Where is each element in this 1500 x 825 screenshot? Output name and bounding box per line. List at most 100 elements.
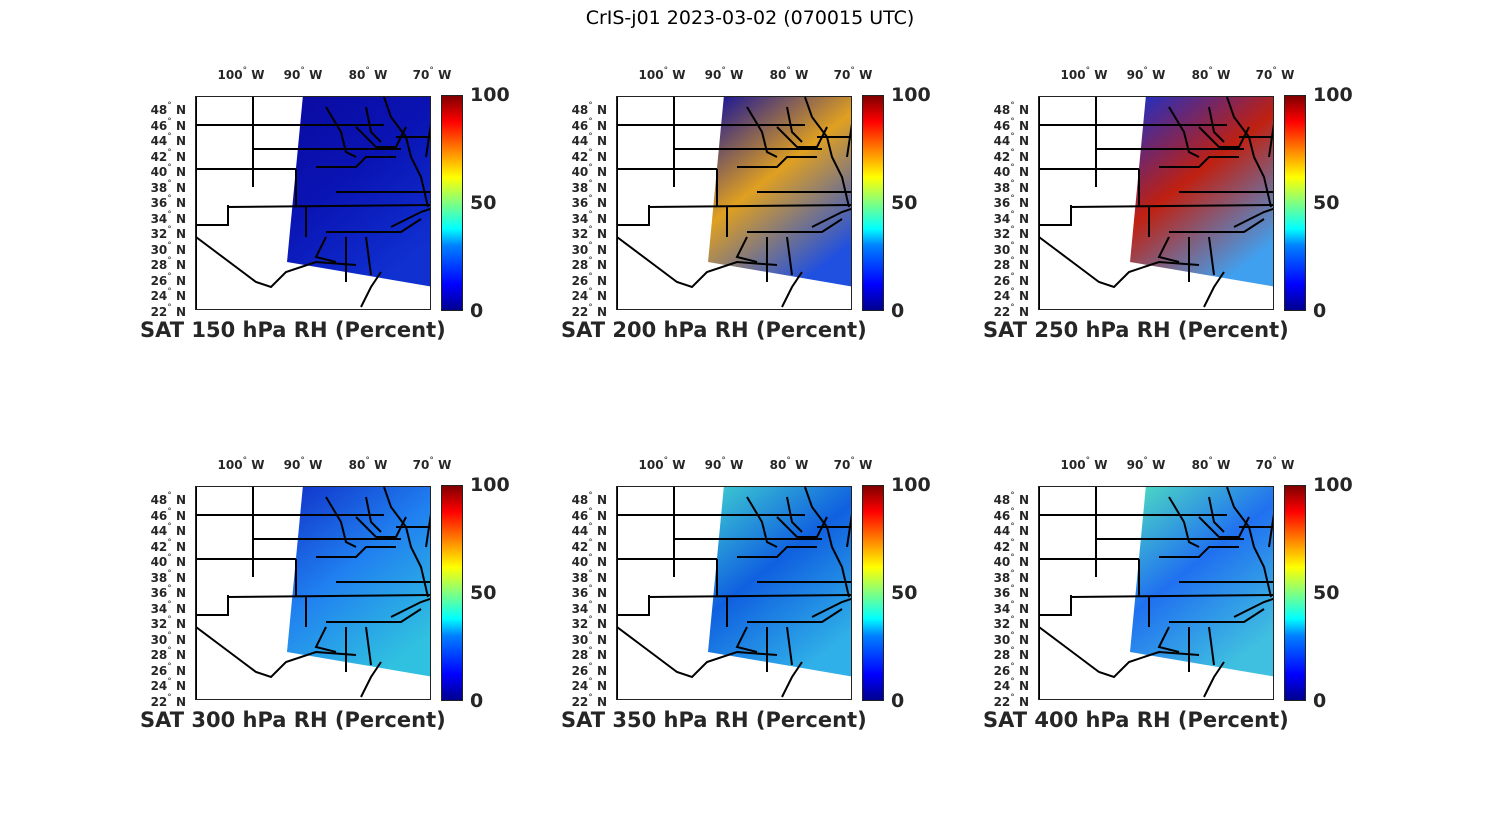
lat-suffix: N (596, 508, 607, 523)
lat-value: 38 (571, 180, 589, 195)
lat-tick-label: 32° N (140, 224, 186, 240)
lat-tick-label: 34° N (983, 599, 1029, 615)
lon-tick-label: 80° W (349, 456, 388, 472)
degree-symbol: ° (1010, 116, 1015, 127)
lat-value: 44 (150, 134, 168, 149)
lon-suffix: W (438, 458, 452, 472)
degree-symbol: ° (167, 599, 172, 610)
state-boundary (776, 516, 828, 538)
lat-tick-label: 34° N (140, 599, 186, 615)
state-boundary (747, 218, 843, 233)
degree-symbol: ° (167, 568, 172, 579)
degree-symbol: ° (1085, 66, 1091, 76)
state-boundary (781, 661, 803, 698)
map-panel: 100° W 90° W 80° W 70° W 48° N 46° N 44° N 42° … (140, 60, 540, 360)
state-boundary (1070, 594, 1273, 598)
lat-suffix: N (596, 648, 607, 663)
lat-value: 28 (571, 648, 589, 663)
lat-suffix: N (1018, 103, 1029, 117)
degree-symbol: ° (1010, 256, 1015, 267)
lat-value: 22 (993, 695, 1011, 709)
lat-suffix: N (175, 227, 186, 242)
lat-suffix: N (1018, 118, 1029, 133)
state-boundary (1268, 123, 1273, 158)
lat-suffix: N (596, 180, 607, 195)
lat-tick-label: 38° N (561, 178, 607, 194)
degree-symbol: ° (588, 615, 593, 626)
degree-symbol: ° (1010, 240, 1015, 251)
lat-suffix: N (1018, 196, 1029, 211)
degree-symbol: ° (167, 630, 172, 641)
state-boundary (811, 207, 851, 228)
degree-symbol: ° (1272, 456, 1277, 466)
lat-tick-label: 38° N (983, 568, 1029, 584)
lat-tick-label: 34° N (983, 209, 1029, 225)
lat-suffix: N (175, 134, 186, 149)
state-boundary (196, 236, 357, 289)
lon-tick-label: 100° W (218, 456, 265, 472)
lat-suffix: N (1018, 289, 1029, 304)
degree-symbol: ° (588, 271, 593, 282)
lat-value: 28 (993, 258, 1011, 273)
lat-suffix: N (596, 149, 607, 164)
state-boundary (325, 496, 357, 548)
lat-tick-label: 42° N (140, 147, 186, 163)
lat-tick-label: 46° N (983, 116, 1029, 132)
lat-suffix: N (175, 648, 186, 663)
state-boundary (1159, 156, 1239, 168)
lon-suffix: W (795, 68, 809, 82)
state-boundary (747, 608, 843, 623)
state-boundary (1168, 496, 1200, 548)
panel-title: SAT 250 hPa RH (Percent) (983, 318, 1289, 342)
lon-tick-label: 70° W (1256, 456, 1295, 472)
state-boundary (1039, 626, 1200, 679)
lat-tick-label: 26° N (561, 271, 607, 287)
lat-suffix: N (596, 103, 607, 117)
lon-tick-label: 90° W (1127, 456, 1166, 472)
lat-tick-label: 26° N (983, 271, 1029, 287)
degree-symbol: ° (588, 240, 593, 251)
lat-suffix: N (596, 617, 607, 632)
lon-tick-label: 90° W (1127, 66, 1166, 82)
lat-tick-label: 38° N (140, 178, 186, 194)
lat-tick-label: 26° N (140, 661, 186, 677)
state-boundary (786, 106, 803, 143)
lat-tick-label: 40° N (561, 162, 607, 178)
lat-tick-label: 32° N (561, 614, 607, 630)
lat-suffix: N (1018, 211, 1029, 226)
state-boundary (383, 487, 429, 598)
state-boundary (781, 271, 803, 308)
lat-suffix: N (1018, 273, 1029, 288)
degree-symbol: ° (1208, 66, 1213, 76)
lat-tick-label: 42° N (140, 537, 186, 553)
lat-value: 38 (993, 180, 1011, 195)
lon-value: 90 (283, 68, 301, 82)
state-boundary (1208, 626, 1215, 666)
lat-suffix: N (1018, 586, 1029, 601)
lon-value: 90 (704, 68, 722, 82)
degree-symbol: ° (167, 101, 172, 111)
lat-value: 48 (571, 103, 589, 117)
lon-suffix: W (1094, 458, 1108, 472)
lat-suffix: N (175, 289, 186, 304)
lat-value: 28 (150, 648, 168, 663)
degree-symbol: ° (1010, 646, 1015, 657)
lat-tick-label: 24° N (983, 286, 1029, 302)
state-boundary (1168, 106, 1200, 158)
lat-suffix: N (596, 227, 607, 242)
lon-value: 70 (833, 458, 851, 472)
lat-suffix: N (175, 617, 186, 632)
lon-value: 100 (217, 458, 243, 472)
state-boundary (196, 626, 357, 679)
lon-value: 80 (769, 458, 787, 472)
state-boundary (326, 218, 422, 233)
lat-value: 32 (993, 227, 1011, 242)
degree-symbol: ° (588, 209, 593, 220)
degree-symbol: ° (167, 615, 172, 626)
state-boundary (325, 106, 357, 158)
lat-tick-label: 28° N (561, 645, 607, 661)
colorbar-tick-label: 0 (470, 300, 484, 322)
lat-suffix: N (175, 555, 186, 570)
lat-suffix: N (596, 601, 607, 616)
lat-value: 42 (993, 149, 1011, 164)
